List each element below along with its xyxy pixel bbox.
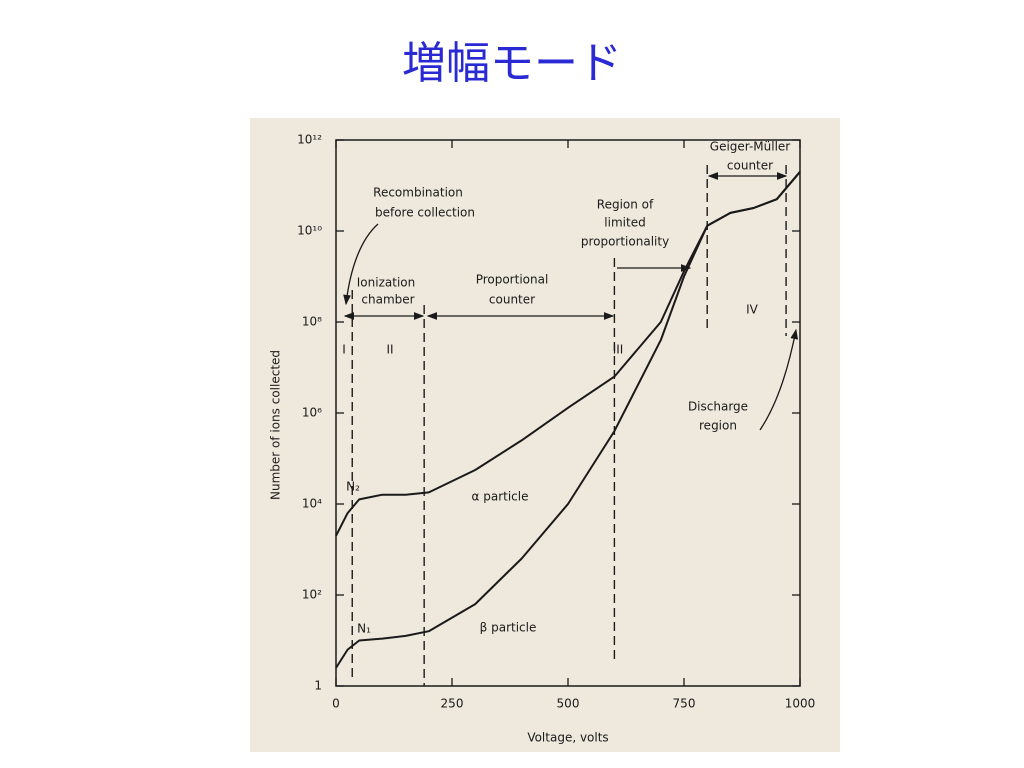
- x-axis-label: Voltage, volts: [527, 731, 608, 745]
- annotation: limited: [604, 216, 645, 230]
- annotation: Geiger-Müller: [710, 140, 791, 154]
- annotation: Proportional: [476, 273, 549, 287]
- y-tick-label: 10⁸: [302, 315, 322, 329]
- x-tick-label: 1000: [785, 697, 816, 711]
- y-tick-label: 1: [314, 679, 322, 693]
- y-axis-label: Number of ions collected: [269, 350, 283, 500]
- annotation: β particle: [480, 621, 537, 635]
- annotation: IV: [746, 303, 759, 317]
- arrows: [343, 172, 799, 431]
- slide-title: 増幅モード: [402, 38, 622, 89]
- x-tick-label: 750: [673, 697, 696, 711]
- y-tick-label: 10²: [302, 588, 322, 602]
- y-tick-label: 10¹⁰: [297, 224, 322, 238]
- annotation: counter: [489, 293, 535, 307]
- x-tick-label: 250: [441, 697, 464, 711]
- annotation: II: [386, 343, 393, 357]
- annotation: chamber: [361, 293, 414, 307]
- x-tick-label: 0: [332, 697, 340, 711]
- pointer: [759, 328, 799, 431]
- y-tick-label: 10⁴: [302, 497, 322, 511]
- y-tick-label: 10⁶: [302, 406, 322, 420]
- annotation: Discharge: [688, 400, 748, 414]
- annotation: counter: [727, 159, 773, 173]
- annotation: Recombination: [373, 186, 463, 200]
- annotation: III: [613, 343, 624, 357]
- annotation: Ionization: [357, 276, 415, 290]
- y-tick-label: 10¹²: [297, 133, 322, 147]
- annotation: N₁: [357, 622, 371, 636]
- annotation: before collection: [375, 206, 475, 220]
- pointer: [343, 223, 379, 306]
- annotation: I: [342, 343, 346, 357]
- annotation: region: [699, 419, 737, 433]
- x-tick-label: 500: [557, 697, 580, 711]
- annotation: Region of: [597, 198, 654, 212]
- annotation: proportionality: [581, 235, 669, 249]
- chart-background: [250, 118, 840, 752]
- annotation: α particle: [472, 490, 529, 504]
- data-line: [335, 171, 801, 669]
- annotation: N₂: [346, 480, 360, 494]
